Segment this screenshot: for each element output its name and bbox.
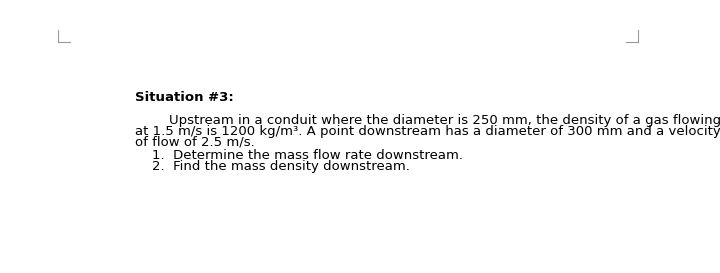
Text: at 1.5 m/s is 1200 kg/m³. A point downstream has a diameter of 300 mm and a velo: at 1.5 m/s is 1200 kg/m³. A point downst… bbox=[135, 125, 720, 138]
Text: of flow of 2.5 m/s.: of flow of 2.5 m/s. bbox=[135, 136, 255, 149]
Text: Upstream in a conduit where the diameter is 250 mm, the density of a gas flowing: Upstream in a conduit where the diameter… bbox=[135, 114, 720, 127]
Text: 1.  Determine the mass flow rate downstream.: 1. Determine the mass flow rate downstre… bbox=[135, 149, 463, 162]
Text: 2.  Find the mass density downstream.: 2. Find the mass density downstream. bbox=[135, 160, 410, 173]
Text: Situation #3:: Situation #3: bbox=[135, 91, 234, 103]
